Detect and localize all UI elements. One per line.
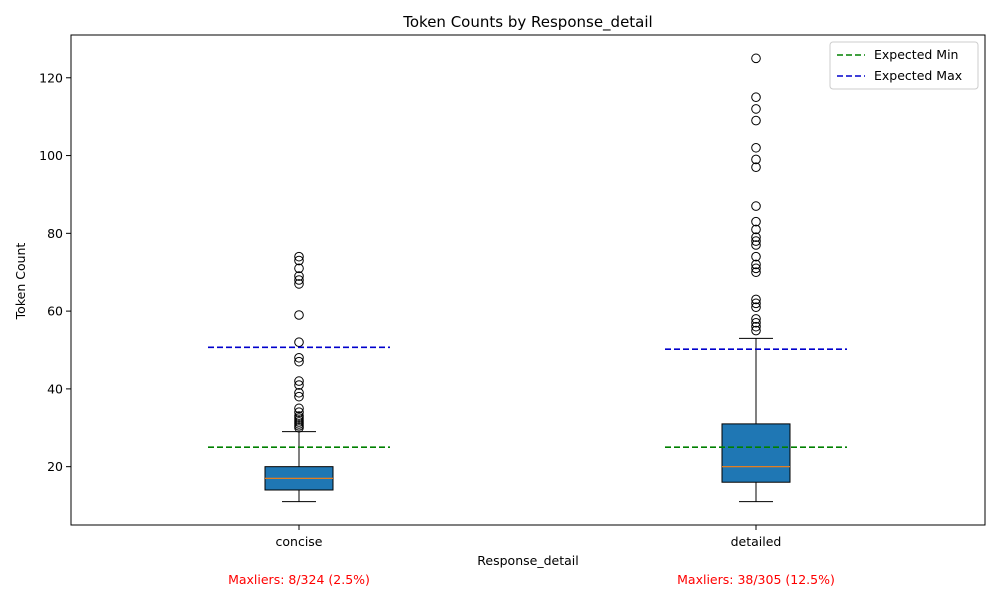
outlier-detailed-7 <box>751 267 761 278</box>
outlier-detailed-5 <box>751 298 761 309</box>
x-tick-label-detailed: detailed <box>731 534 782 549</box>
outlier-detailed-10 <box>751 251 761 262</box>
outlier-concise-8 <box>294 403 304 414</box>
outlier-detailed-22 <box>751 92 761 103</box>
outlier-detailed-9 <box>751 259 761 270</box>
outlier-concise-15 <box>294 337 304 348</box>
outlier-concise-20 <box>294 263 304 274</box>
legend-label-expected-max: Expected Max <box>874 68 962 83</box>
outlier-detailed-11 <box>751 240 761 250</box>
outlier-detailed-18 <box>751 154 761 165</box>
outlier-concise-9 <box>294 391 304 402</box>
box-detailed <box>721 423 791 483</box>
outlier-detailed-13 <box>751 232 761 243</box>
outlier-detailed-12 <box>751 236 761 246</box>
box-group-concise <box>208 251 390 503</box>
y-tick-label-20: 20 <box>47 459 63 474</box>
outlier-detailed-4 <box>751 302 761 313</box>
outlier-detailed-15 <box>751 216 761 227</box>
outlier-concise-6 <box>294 411 304 421</box>
plot-frame <box>70 34 986 526</box>
x-axis: concise detailed Maxliers: 8/324 (2.5%) Max… <box>228 525 835 587</box>
outlier-detailed-6 <box>751 294 761 305</box>
outlier-concise-10 <box>294 387 304 398</box>
outlier-concise-21 <box>294 255 304 266</box>
outlier-concise-18 <box>294 275 304 285</box>
chart-title: Token Counts by Response_detail <box>402 13 652 32</box>
outlier-detailed-16 <box>751 201 761 211</box>
y-tick-label-100: 100 <box>39 148 63 163</box>
legend-frame <box>829 41 979 90</box>
outlier-detailed-3 <box>751 314 761 324</box>
outlier-concise-14 <box>294 352 304 363</box>
x-tick-label-concise: concise <box>276 534 323 549</box>
outlier-concise-17 <box>294 279 304 289</box>
outlier-concise-7 <box>294 407 304 418</box>
y-axis-label: Token Count <box>13 243 28 321</box>
outlier-detailed-23 <box>751 53 761 64</box>
outlier-detailed-19 <box>751 142 761 153</box>
y-tick-label-40: 40 <box>47 381 63 396</box>
legend: Expected Min Expected Max <box>829 41 979 90</box>
outlier-concise-13 <box>294 356 304 367</box>
outlier-detailed-1 <box>751 321 761 332</box>
outlier-detailed-17 <box>751 162 761 173</box>
outlier-concise-22 <box>294 251 304 262</box>
outlier-concise-11 <box>294 380 304 390</box>
maxliers-annotation-concise: Maxliers: 8/324 (2.5%) <box>228 572 370 587</box>
chart-marks <box>208 53 847 503</box>
y-axis: 20 40 60 80 100 120 <box>39 70 71 474</box>
box-group-detailed <box>665 53 847 503</box>
legend-label-expected-min: Expected Min <box>874 47 958 62</box>
outlier-detailed-21 <box>751 104 761 114</box>
outlier-concise-12 <box>294 376 304 386</box>
maxliers-annotation-detailed: Maxliers: 38/305 (12.5%) <box>677 572 835 587</box>
outlier-detailed-2 <box>751 317 761 328</box>
outlier-concise-19 <box>294 271 304 281</box>
outlier-concise-16 <box>294 310 304 320</box>
x-axis-label: Response_detail <box>477 553 578 568</box>
y-tick-label-60: 60 <box>47 304 63 319</box>
y-tick-label-80: 80 <box>47 226 63 241</box>
y-tick-label-120: 120 <box>39 70 63 85</box>
outlier-detailed-8 <box>751 263 761 274</box>
outlier-detailed-20 <box>751 115 761 126</box>
outlier-detailed-14 <box>751 224 761 235</box>
outlier-detailed-0 <box>751 325 761 336</box>
